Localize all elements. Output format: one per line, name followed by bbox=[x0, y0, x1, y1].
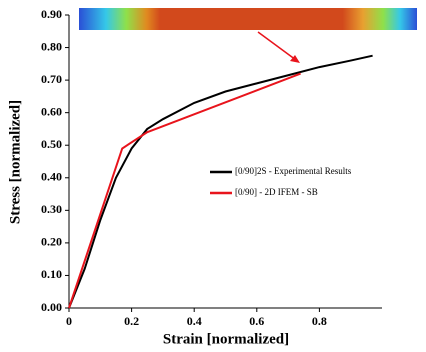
y-tick-label: 0.60 bbox=[41, 104, 62, 118]
x-tick-label: 0.2 bbox=[124, 314, 139, 328]
y-tick-label: 0.00 bbox=[41, 300, 62, 314]
x-tick-label: 0.4 bbox=[187, 314, 202, 328]
y-tick-label: 0.10 bbox=[41, 267, 62, 281]
y-axis-title: Stress [normalized] bbox=[7, 100, 23, 224]
legend-label: [0/90]2S - Experimental Results bbox=[235, 166, 352, 176]
y-tick-label: 0.80 bbox=[41, 39, 62, 53]
legend-label: [0/90] - 2D IFEM - SB bbox=[235, 187, 318, 197]
y-tick-label: 0.90 bbox=[41, 7, 62, 21]
series-line bbox=[69, 56, 373, 308]
x-tick-label: 0.8 bbox=[312, 314, 327, 328]
chart: Strain [normalized] Stress [normalized] … bbox=[0, 0, 426, 352]
y-tick-label: 0.70 bbox=[41, 72, 62, 86]
y-tick-label: 0.30 bbox=[41, 202, 62, 216]
x-axis-title: Strain [normalized] bbox=[163, 331, 289, 347]
arrow bbox=[258, 32, 296, 60]
contour-strip bbox=[79, 8, 417, 30]
y-tick-label: 0.20 bbox=[41, 235, 62, 249]
x-tick-label: 0 bbox=[66, 314, 72, 328]
x-tick-label: 0.6 bbox=[249, 314, 264, 328]
y-tick-label: 0.40 bbox=[41, 170, 62, 184]
y-tick-label: 0.50 bbox=[41, 137, 62, 151]
